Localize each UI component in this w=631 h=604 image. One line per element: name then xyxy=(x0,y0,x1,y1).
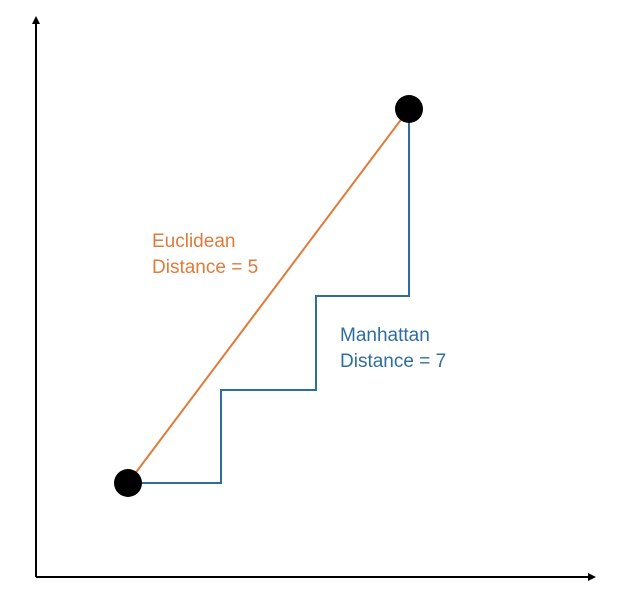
euclidean-label-line1: Euclidean xyxy=(152,229,258,255)
manhattan-label-line1: Manhattan xyxy=(340,323,446,349)
manhattan-distance-label: Manhattan Distance = 7 xyxy=(340,323,446,375)
euclidean-label-line2: Distance = 5 xyxy=(152,255,258,281)
euclidean-distance-label: Euclidean Distance = 5 xyxy=(152,229,258,281)
manhattan-label-line2: Distance = 7 xyxy=(340,349,446,375)
start-point xyxy=(114,469,142,497)
end-point xyxy=(395,95,423,123)
